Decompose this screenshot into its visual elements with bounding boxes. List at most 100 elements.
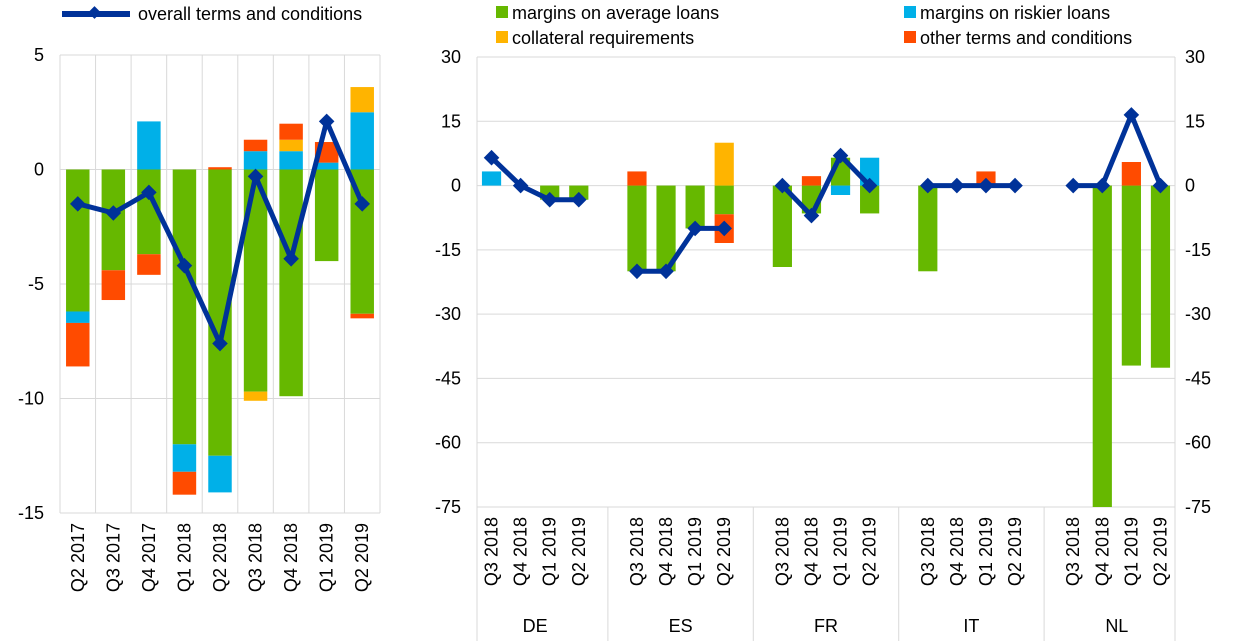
right-overall-line [636,225,725,274]
legend-label-collateral: collateral requirements [512,28,694,48]
left-bar-margins-risk [172,444,197,472]
left-bar-margins-risk [208,455,232,493]
right-overall-line [780,153,872,219]
left-x-tick-label: Q2 2018 [210,523,230,592]
right-x-tick-label: Q4 2018 [947,517,967,586]
right-x-tick-label: Q3 2018 [627,517,647,586]
right-bar-margins-avg [1150,185,1171,368]
right-overall-marker [861,177,878,194]
legend-swatch-other [904,31,916,43]
right-y-tick-label-left: 30 [441,47,461,67]
right-bar-other [627,171,647,186]
right-bar-margins-avg [772,185,792,267]
right-x-tick-label: Q1 2019 [831,517,851,586]
right-group-label: ES [669,616,693,636]
right-y-tick-label-right: 30 [1185,47,1205,67]
left-bar-collateral [243,391,268,401]
right-x-tick-label: Q3 2018 [772,517,792,586]
right-bar-margins-avg [860,185,880,214]
right-bar-margins-risk [830,185,851,195]
legend-label-margins-risk: margins on riskier loans [920,3,1110,23]
right-overall-marker [541,191,558,208]
legend-label-margins-avg: margins on average loans [512,3,719,23]
left-bar-margins-avg [172,169,197,445]
left-x-tick-label: Q4 2018 [281,523,301,592]
right-x-tick-label: Q1 2019 [685,517,705,586]
right-x-tick-label: Q2 2019 [714,517,734,586]
right-y-tick-label-left: -45 [435,368,461,388]
right-bar-margins-avg [918,185,938,272]
right-x-tick-label: Q3 2018 [482,517,502,586]
right-x-tick-label: Q3 2018 [918,517,938,586]
right-overall-line [1073,112,1163,189]
right-overall-marker [774,177,791,194]
left-bar-margins-avg [243,169,268,392]
left-y-tick-label: -10 [18,389,44,409]
right-x-tick-label: Q4 2018 [1092,517,1112,586]
left-bar-margins-avg [314,169,339,262]
left-x-tick-label: Q4 2017 [139,523,159,592]
left-bar-other [243,139,268,152]
left-overall-marker [176,257,193,274]
right-bar-margins-avg [714,185,734,215]
left-y-tick-label: -15 [18,503,44,523]
right-group-label: NL [1105,616,1128,636]
left-y-tick-label: -5 [28,274,44,294]
legend-label-other: other terms and conditions [920,28,1132,48]
right-y-tick-label-right: -60 [1185,433,1211,453]
right-bar-margins-avg [685,185,705,229]
right-y-tick-label-right: 0 [1185,176,1195,196]
right-overall-marker [1152,177,1169,194]
left-x-tick-label: Q2 2017 [68,523,88,592]
right-overall-marker [1065,177,1081,194]
left-overall-marker [354,196,371,212]
left-overall-marker [69,196,86,212]
left-bar-margins-avg [279,169,303,397]
left-bar-collateral [279,139,303,152]
legend: overall terms and conditions margins on … [62,3,1132,48]
right-y-tick-label-right: 15 [1185,111,1205,131]
right-overall-marker [920,177,936,194]
legend-swatch-collateral [496,31,508,43]
left-overall-marker [105,205,122,221]
left-overall-marker [212,335,228,352]
right-overall-marker [978,177,994,194]
right-group-label: FR [814,616,838,636]
left-y-tick-label: 0 [34,160,44,180]
right-overall-marker [1007,177,1023,194]
right-bar-collateral [714,142,734,186]
right-y-tick-label-left: 0 [451,176,461,196]
left-bar-margins-avg [66,169,90,312]
right-overall-marker [512,177,529,194]
left-x-tick-label: Q3 2018 [246,523,266,592]
left-bar-margins-risk [350,112,374,170]
right-x-tick-label: Q4 2018 [656,517,676,586]
right-overall-marker [1123,107,1140,123]
right-overall-marker [1094,177,1111,194]
right-overall-marker [949,177,965,194]
right-x-tick-label: Q2 2019 [860,517,880,586]
left-bar-margins-risk [314,162,339,170]
left-x-tick-label: Q3 2017 [103,523,123,592]
right-x-tick-label: Q3 2018 [1063,517,1083,586]
left-bar-margins-risk [279,151,303,170]
right-bar-margins-avg [1092,185,1112,508]
right-y-tick-label-right: -15 [1185,240,1211,260]
left-y-tick-label: 5 [34,45,44,65]
left-overall-marker [318,113,335,130]
right-bar-other [801,176,822,186]
right-bar-margins-avg [627,185,647,272]
right-y-tick-label-left: 15 [441,111,461,131]
right-x-tick-label: Q2 2019 [1150,517,1170,586]
legend-swatch-margins-risk [904,6,916,18]
right-y-tick-label-right: -75 [1185,497,1211,517]
left-bar-other [172,471,197,495]
right-bar-margins-avg [1121,185,1141,366]
right-y-tick-label-right: -45 [1185,368,1211,388]
right-x-tick-label: Q1 2019 [976,517,996,586]
right-y-tick-label-left: -15 [435,240,461,260]
right-bar-margins-avg [656,185,676,272]
right-overall-marker [716,220,732,237]
left-chart: 5 0 -5 -10 -15 Q2 2017 Q3 2017 Q4 2017 Q1 2018 Q2… [18,45,381,592]
